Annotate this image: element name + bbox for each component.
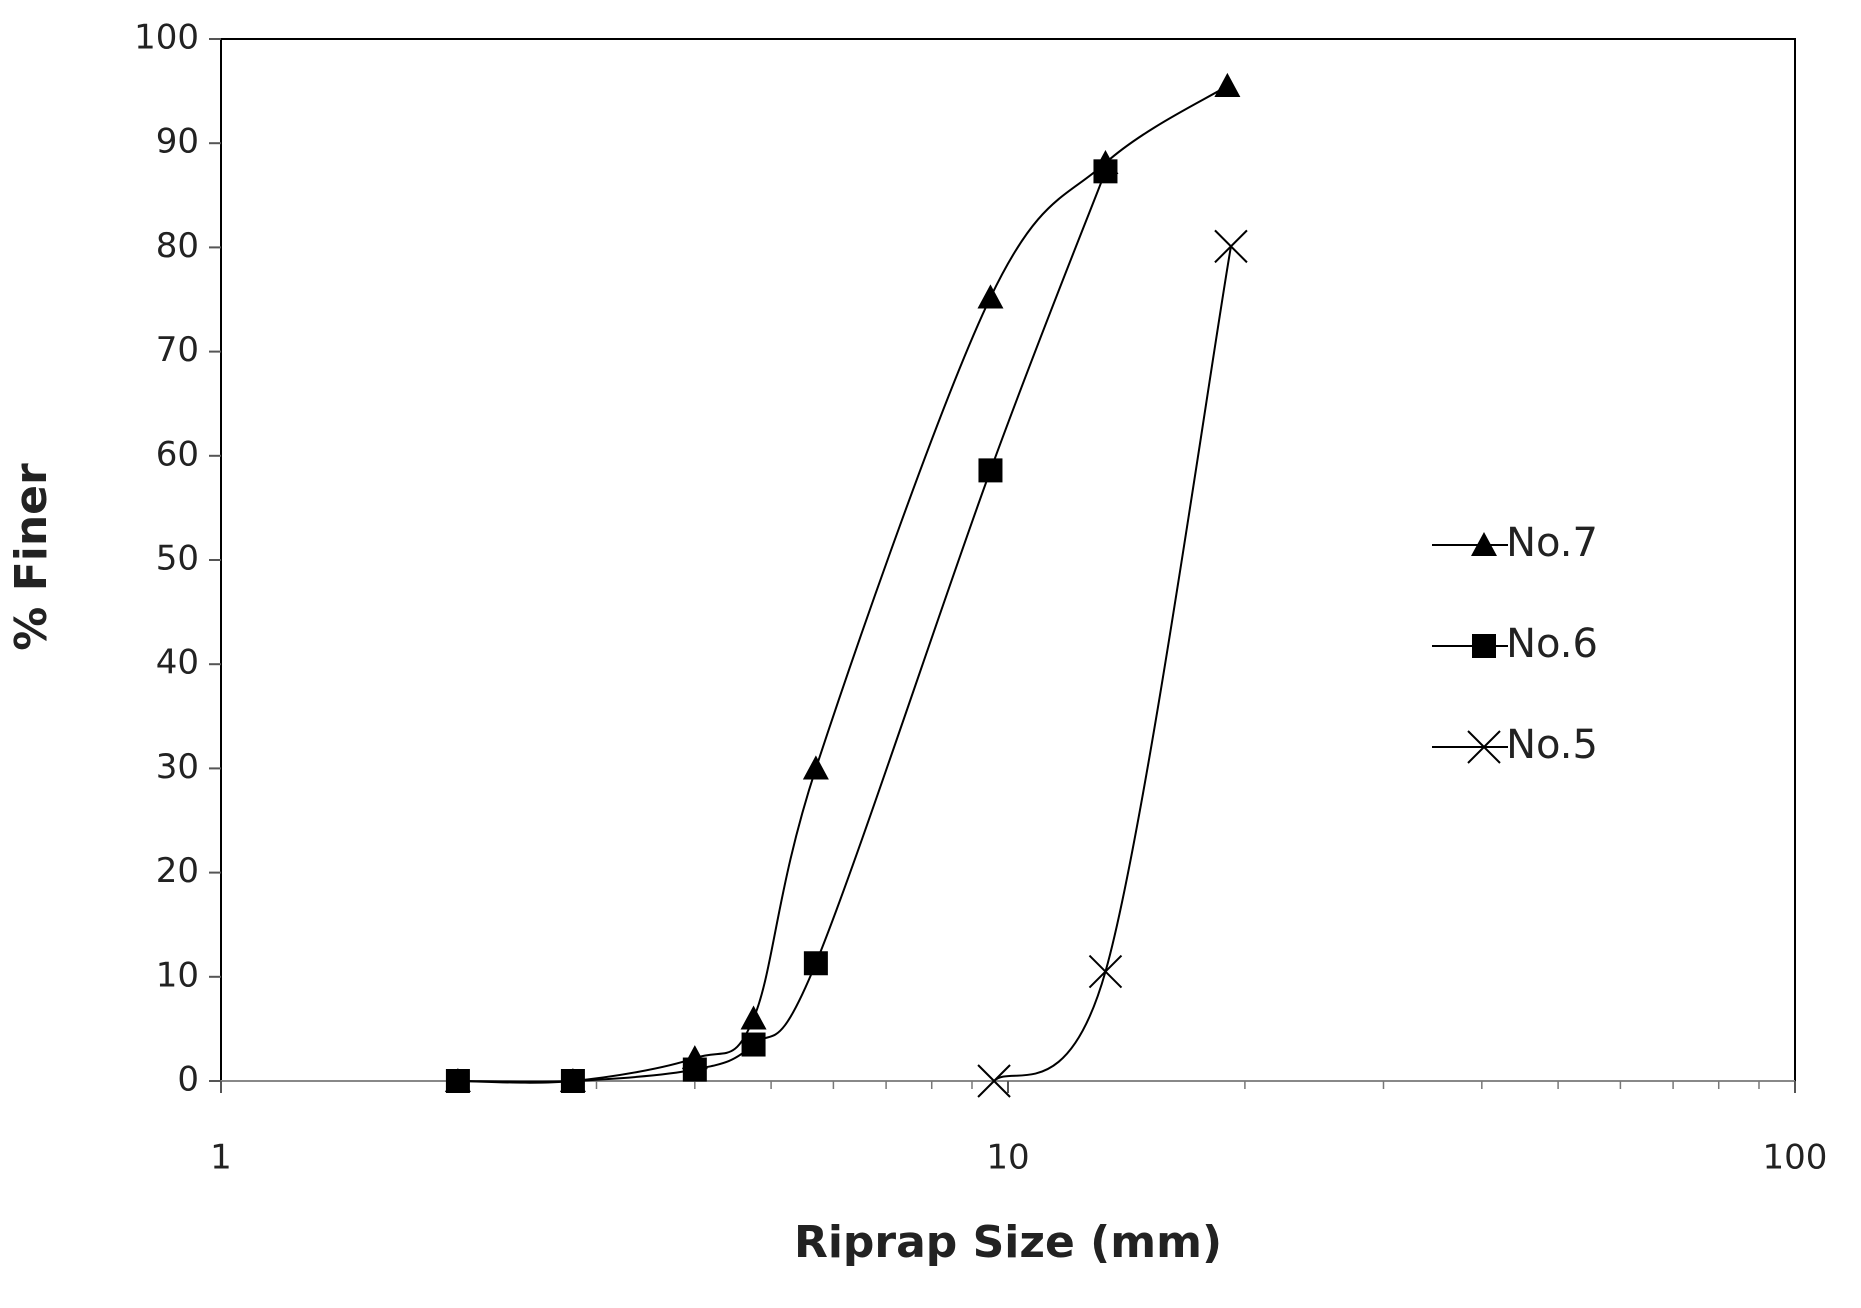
x-tick-label: 100 (1763, 1138, 1828, 1178)
x-tick-label: 1 (210, 1138, 232, 1178)
marker-triangle (1214, 72, 1241, 97)
x-tick-label: 10 (986, 1138, 1029, 1178)
y-tick-label: 0 (177, 1060, 199, 1100)
marker-square (445, 1069, 470, 1093)
y-tick-label: 100 (134, 18, 199, 58)
series-line (457, 170, 1107, 1083)
marker-x (1467, 730, 1501, 764)
marker-square (682, 1057, 707, 1082)
marker-x (1088, 954, 1123, 989)
marker-x (977, 1064, 1011, 1098)
y-tick-label: 90 (156, 122, 199, 162)
marker-square (978, 458, 1003, 483)
legend-label: No.7 (1506, 520, 1598, 566)
marker-triangle (802, 755, 829, 780)
marker-square (1472, 634, 1496, 658)
y-tick-label: 30 (156, 747, 199, 787)
x-axis-title: Riprap Size (mm) (794, 1217, 1222, 1268)
marker-square (741, 1032, 766, 1057)
legend-label: No.5 (1506, 722, 1598, 768)
marker-square (560, 1069, 585, 1093)
y-tick-label: 10 (156, 955, 199, 995)
y-tick-label: 80 (156, 226, 199, 266)
y-tick-label: 50 (156, 539, 199, 579)
marker-triangle (977, 284, 1004, 309)
marker-square (1093, 159, 1118, 184)
y-tick-label: 20 (156, 851, 199, 891)
y-tick-label: 60 (156, 434, 199, 474)
marker-x (1214, 229, 1248, 264)
marker-triangle (740, 1005, 767, 1030)
marker-triangle (1471, 532, 1497, 557)
y-axis-title: % Finer (6, 463, 57, 651)
marker-square (803, 951, 828, 976)
y-tick-label: 40 (156, 643, 199, 683)
y-tick-label: 70 (156, 330, 199, 370)
series-line (993, 246, 1232, 1082)
legend-label: No.6 (1506, 621, 1598, 667)
